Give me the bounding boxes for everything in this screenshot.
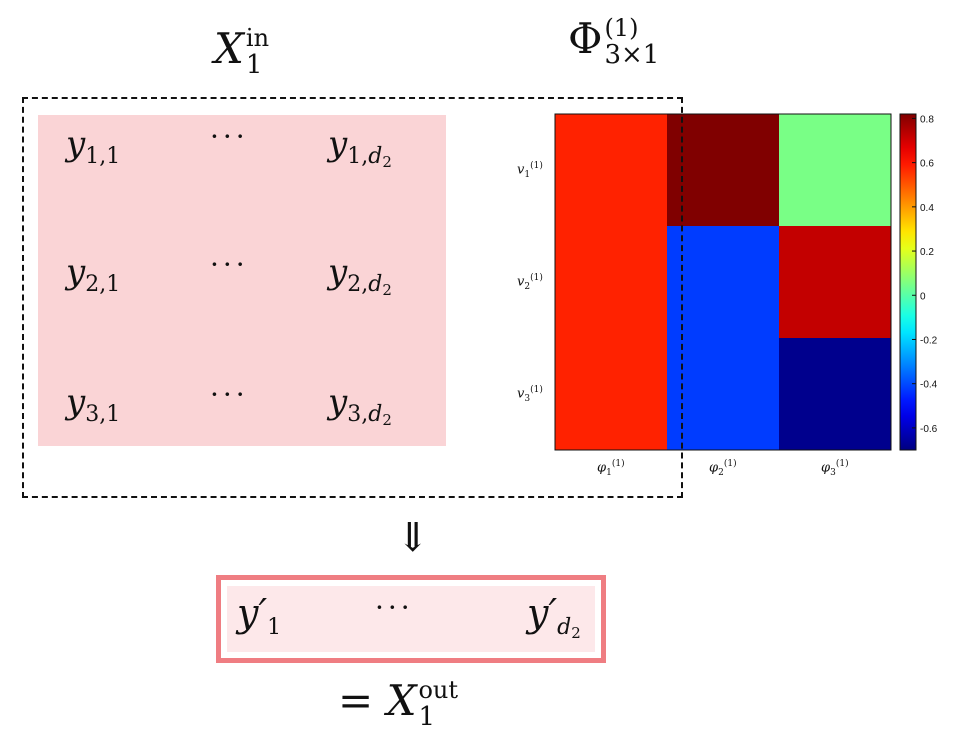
matrix-entry-1-d2: y1,d2 <box>328 124 392 171</box>
matrix-entry-3-d2: y3,d2 <box>328 382 392 429</box>
colorbar-tick-label: -0.4 <box>920 380 938 391</box>
matrix-entry-3-1: y3,1 <box>66 382 121 427</box>
matrix-entry-1-1: y1,1 <box>66 124 121 169</box>
matrix-dots-3: ··· <box>210 378 249 411</box>
matrix-dots-2: ··· <box>210 248 249 281</box>
colorbar <box>899 113 917 451</box>
heatmap-svg: 0.8 0.6 0.4 0.2 0 -0.2 -0.4 -0.6 <box>554 113 938 451</box>
output-entry-d2: y′d2 <box>527 591 581 642</box>
colorbar-tick-label: 0.2 <box>920 247 934 258</box>
colorbar-tick-label: -0.2 <box>920 335 938 346</box>
col-label-3: φ3(1) <box>821 459 849 478</box>
colorbar-tick-label: 0.6 <box>920 159 934 170</box>
row-label-1: v1(1) <box>517 161 543 180</box>
row-label-2: v2(1) <box>517 273 543 292</box>
output-row-fill <box>227 586 595 652</box>
col-label-1: φ1(1) <box>597 459 625 478</box>
input-matrix: y1,1 ··· y1,d2 y2,1 ··· y2,d2 y3,1 ··· y… <box>38 115 446 446</box>
matrix-entry-2-d2: y2,d2 <box>328 252 392 299</box>
heatmap-cell <box>667 114 779 226</box>
output-entry-1: y′1 <box>237 591 282 640</box>
heatmap-cell <box>779 338 891 450</box>
down-double-arrow-icon: ⇓ <box>396 515 430 561</box>
output-row: y′1 ··· y′d2 <box>216 575 606 663</box>
row-label-3: v3(1) <box>517 385 543 404</box>
heatmap-cell <box>555 114 667 450</box>
heatmap-frame <box>554 113 892 451</box>
colorbar-tick-label: 0.8 <box>920 114 934 125</box>
phi-label: Φ (1) 3×1 <box>568 14 660 70</box>
col-label-2: φ2(1) <box>709 459 737 478</box>
matrix-dots-1: ··· <box>210 120 249 153</box>
dashed-input-box <box>22 97 683 498</box>
heatmap-cell <box>667 226 779 450</box>
heatmap-cell <box>779 226 891 338</box>
heatmap-cell <box>779 114 891 226</box>
colorbar-tick-label: 0 <box>920 291 926 302</box>
output-dots: ··· <box>375 591 414 624</box>
matrix-entry-2-1: y2,1 <box>66 252 121 297</box>
colorbar-tick-label: -0.6 <box>920 424 938 435</box>
colorbar-tick-label: 0.4 <box>920 203 934 214</box>
